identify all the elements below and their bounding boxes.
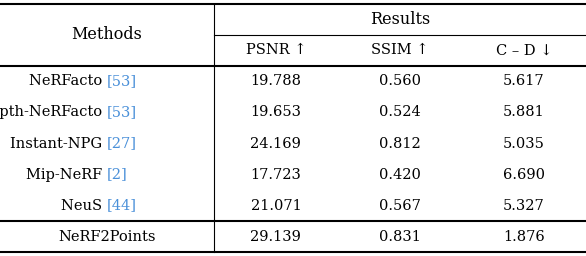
Text: NeRF2Points: NeRF2Points xyxy=(58,230,156,244)
Text: Methods: Methods xyxy=(71,26,142,43)
Text: 1.876: 1.876 xyxy=(503,230,545,244)
Text: [2]: [2] xyxy=(107,168,128,182)
Text: 0.812: 0.812 xyxy=(379,136,421,151)
Text: PSNR ↑: PSNR ↑ xyxy=(246,44,306,57)
Text: 0.524: 0.524 xyxy=(379,105,421,120)
Text: 5.881: 5.881 xyxy=(503,105,545,120)
Text: 5.035: 5.035 xyxy=(503,136,545,151)
Text: 0.567: 0.567 xyxy=(379,199,421,212)
Text: 19.788: 19.788 xyxy=(250,74,301,88)
Text: 5.617: 5.617 xyxy=(503,74,545,88)
Text: [27]: [27] xyxy=(107,136,137,151)
Text: NeuS: NeuS xyxy=(61,199,107,212)
Text: 0.831: 0.831 xyxy=(379,230,421,244)
Text: [44]: [44] xyxy=(107,199,137,212)
Text: [53]: [53] xyxy=(107,105,137,120)
Text: SSIM ↑: SSIM ↑ xyxy=(371,44,429,57)
Text: 29.139: 29.139 xyxy=(250,230,301,244)
Text: 24.169: 24.169 xyxy=(250,136,301,151)
Text: Mip-NeRF: Mip-NeRF xyxy=(26,168,107,182)
Text: 17.723: 17.723 xyxy=(250,168,301,182)
Text: 21.071: 21.071 xyxy=(251,199,301,212)
Text: 19.653: 19.653 xyxy=(250,105,301,120)
Text: [53]: [53] xyxy=(107,74,137,88)
Text: 6.690: 6.690 xyxy=(503,168,545,182)
Text: Instant-NPG: Instant-NPG xyxy=(10,136,107,151)
Text: C – D ↓: C – D ↓ xyxy=(496,44,552,57)
Text: Results: Results xyxy=(370,11,430,28)
Text: 0.560: 0.560 xyxy=(379,74,421,88)
Text: 0.420: 0.420 xyxy=(379,168,421,182)
Text: NeRFacto: NeRFacto xyxy=(29,74,107,88)
Text: Depth-NeRFacto: Depth-NeRFacto xyxy=(0,105,107,120)
Text: 5.327: 5.327 xyxy=(503,199,545,212)
